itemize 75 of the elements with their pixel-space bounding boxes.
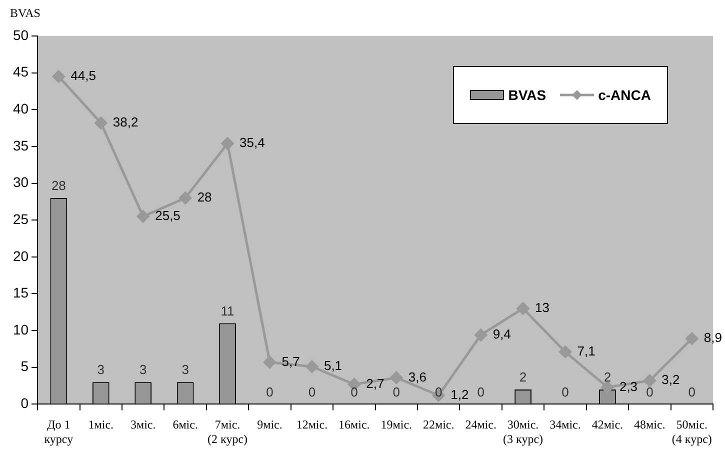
y-tick-label: 20 (12, 248, 29, 264)
data-label: 11 (220, 303, 234, 318)
x-tick-label: 16міс. (338, 418, 370, 432)
y-tick-label: 45 (12, 64, 29, 80)
data-label: 0 (266, 384, 274, 400)
point (516, 302, 530, 315)
point (686, 332, 698, 345)
y-tick-label: 50 (12, 26, 29, 43)
y-tick-label: 10 (12, 321, 29, 338)
y-tick-label: 0 (20, 395, 29, 412)
data-label: 2 (604, 370, 612, 385)
x-tick-label: 7міс. (2 курс) (208, 418, 248, 446)
data-label: 25,5 (155, 208, 180, 223)
y-tick-label: 30 (12, 174, 29, 190)
data-label: 0 (688, 384, 696, 400)
data-label: 8,9 (704, 330, 722, 346)
point (136, 210, 150, 223)
data-label: 7,1 (577, 343, 596, 358)
x-tick-label: 3міс. (130, 418, 156, 432)
data-label: 0 (562, 384, 569, 400)
x-tick-label: 6міс. (172, 418, 198, 432)
x-tick-label: 1міс. (88, 418, 114, 432)
x-tick-label: До 1 курсу (44, 418, 74, 446)
data-label: 28 (197, 190, 212, 205)
data-label: 5,7 (282, 354, 300, 369)
point (559, 346, 572, 358)
data-label: 0 (392, 384, 400, 400)
point (306, 360, 318, 373)
data-label: 1,2 (450, 386, 469, 402)
data-label: 2,7 (366, 376, 384, 391)
data-label: 3 (182, 362, 189, 378)
point (221, 137, 234, 150)
data-label: 38,2 (112, 114, 138, 130)
point (643, 374, 656, 387)
x-tick-label: 50міс. (4 курс) (672, 418, 712, 446)
x-tick-label: 24міс. (465, 418, 496, 432)
x-tick-label: 30міс. (3 курс) (503, 418, 544, 446)
x-tick-label: 19міс. (380, 418, 412, 432)
y-tick-label: 25 (12, 210, 29, 227)
y-tick-label: 40 (12, 100, 29, 116)
x-tick-label: 34міс. (550, 418, 581, 432)
data-label: 9,4 (492, 326, 511, 342)
data-label: 3 (139, 362, 147, 378)
data-label: 44,5 (70, 68, 96, 84)
x-tick-label: 12міс. (296, 418, 328, 432)
data-label: 0 (308, 384, 316, 400)
point (390, 371, 403, 384)
y-axis-title: BVAS (10, 6, 40, 21)
point (179, 192, 192, 204)
x-tick-label: 22міс. (422, 418, 454, 432)
point (52, 70, 65, 83)
data-label: 0 (350, 384, 358, 400)
point (474, 328, 488, 342)
data-label: 5,1 (324, 358, 342, 374)
data-label: 28 (51, 178, 66, 194)
data-label: 35,4 (240, 135, 265, 150)
data-label: 2 (519, 370, 527, 385)
x-tick-label: 9міс. (257, 418, 282, 432)
data-label: 3,6 (408, 369, 426, 384)
y-tick-label: 15 (12, 284, 29, 301)
data-label: 0 (434, 384, 442, 400)
point (264, 356, 276, 368)
legend-label: BVAS (508, 87, 546, 103)
x-tick-label: 48міс. (634, 418, 666, 432)
y-tick-label: 5 (20, 358, 29, 374)
data-label: 0 (646, 384, 654, 400)
data-label: 2,3 (619, 378, 638, 394)
x-tick-label: 42міс. (592, 418, 624, 432)
legend-label: c-ANCA (598, 87, 651, 103)
point (94, 116, 108, 130)
data-label: 3,2 (662, 372, 680, 388)
data-label: 13 (535, 300, 550, 316)
data-label: 0 (477, 384, 484, 400)
y-tick-label: 35 (12, 137, 29, 154)
data-label: 3 (97, 362, 105, 378)
